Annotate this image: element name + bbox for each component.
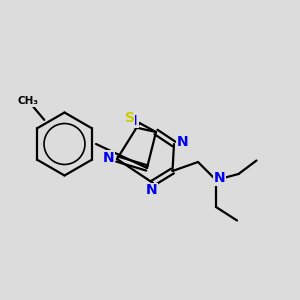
Text: CH₃: CH₃: [18, 96, 39, 106]
Text: N: N: [214, 172, 225, 185]
Text: N: N: [103, 151, 114, 164]
Text: N: N: [126, 114, 138, 128]
Text: N: N: [177, 136, 188, 149]
Text: S: S: [124, 112, 135, 125]
Text: N: N: [146, 184, 157, 197]
